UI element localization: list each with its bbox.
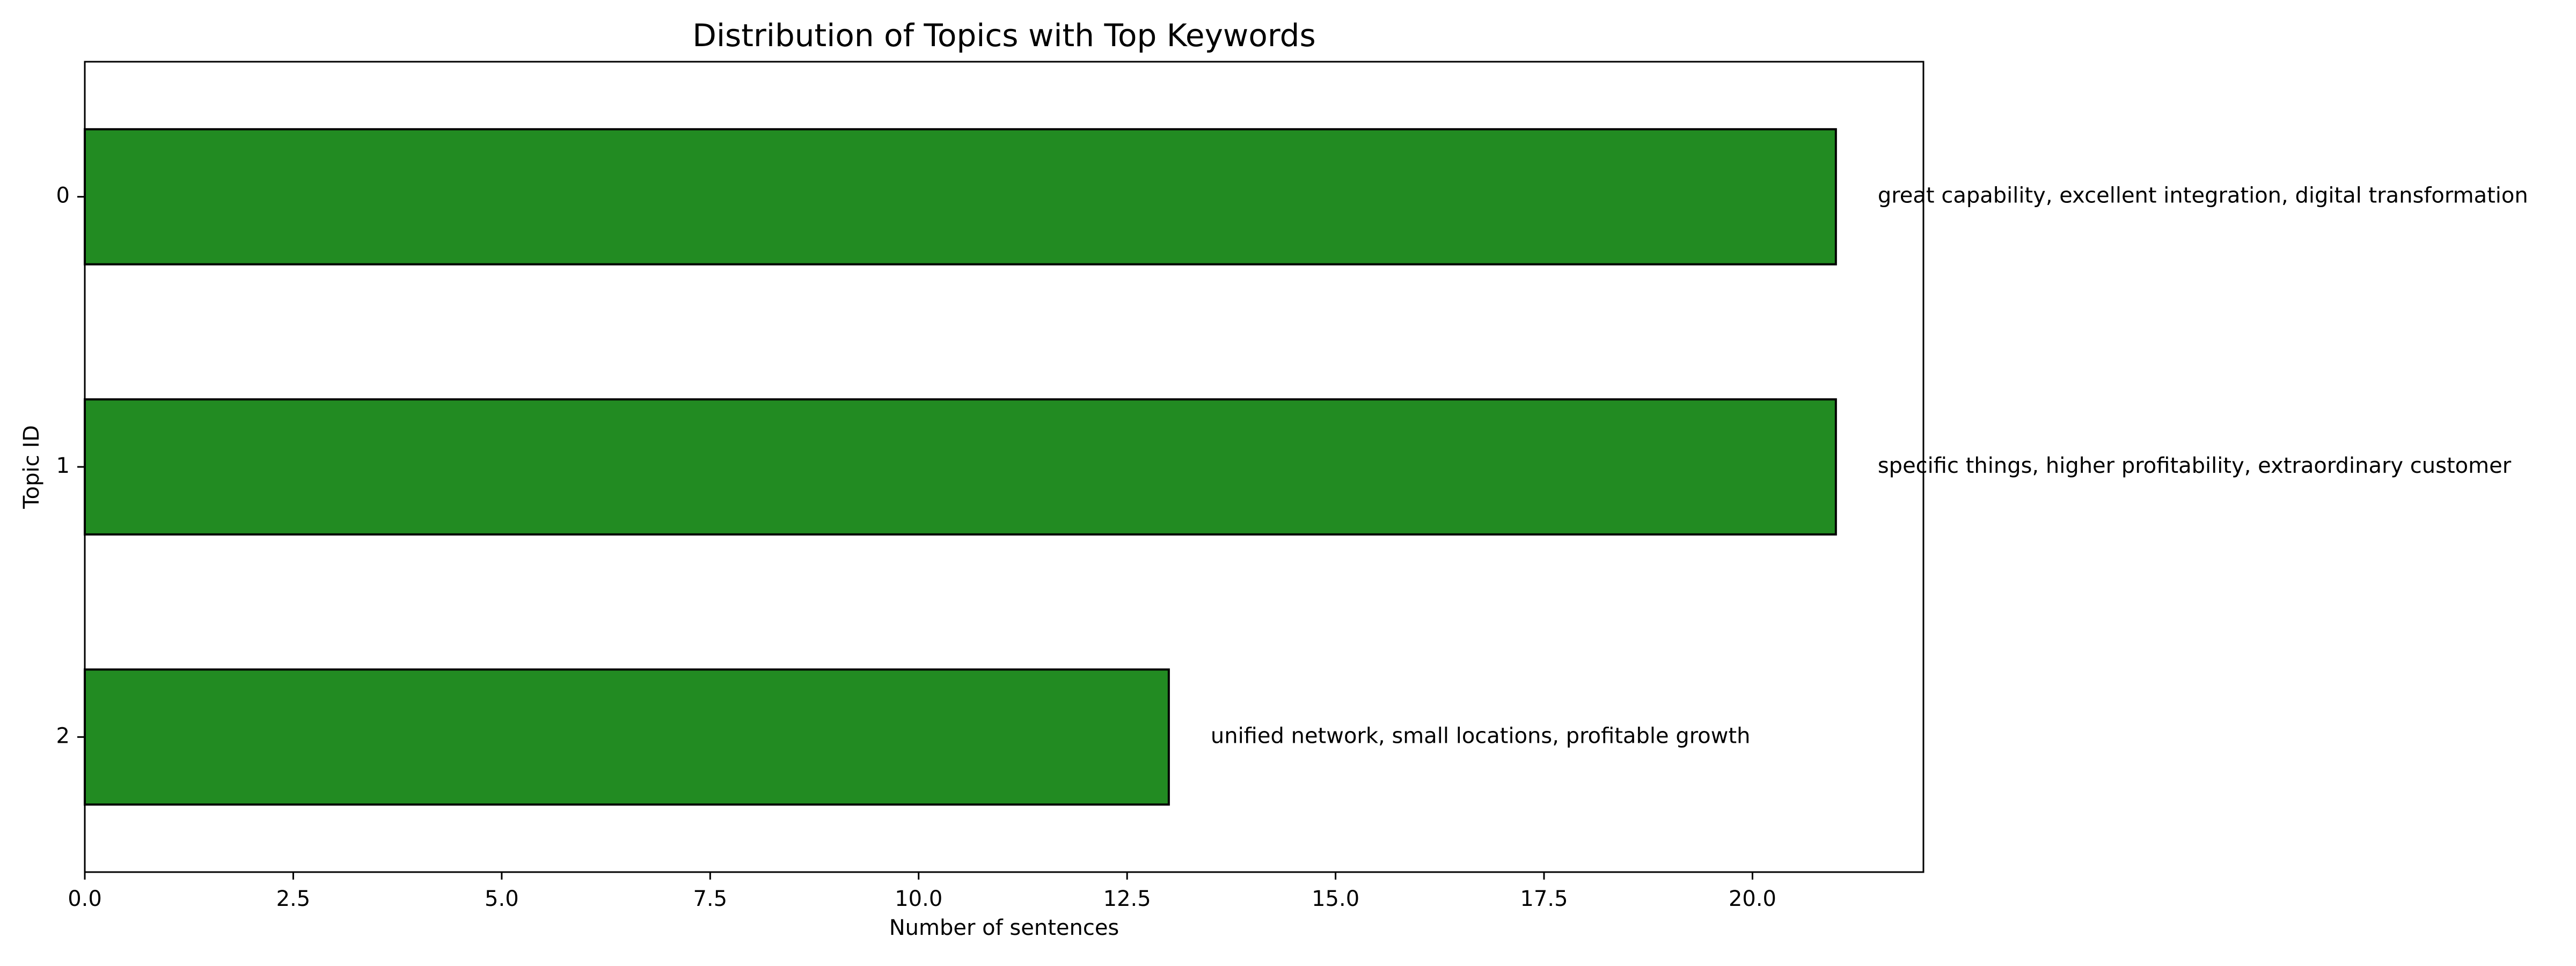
chart-title: Distribution of Topics with Top Keywords bbox=[692, 17, 1315, 54]
bar-topic-1 bbox=[84, 398, 1837, 536]
x-tick-label: 15.0 bbox=[1312, 887, 1359, 911]
bar-annotation: specific things, higher profitability, e… bbox=[1878, 453, 2512, 478]
bar-topic-2 bbox=[84, 668, 1170, 806]
x-tick-label: 7.5 bbox=[693, 887, 727, 911]
x-tick-label: 2.5 bbox=[276, 887, 311, 911]
bar-topic-0 bbox=[84, 128, 1837, 266]
bar-annotation: unified network, small locations, profit… bbox=[1211, 723, 1751, 748]
y-tick-label: 0 bbox=[56, 184, 70, 208]
y-axis-label: Topic ID bbox=[19, 425, 44, 509]
y-axis-ticks: 0 1 2 bbox=[56, 184, 85, 748]
x-tick-label: 10.0 bbox=[895, 887, 942, 911]
plot-frame bbox=[84, 61, 1924, 873]
x-tick-label: 5.0 bbox=[485, 887, 519, 911]
x-tick-label: 20.0 bbox=[1729, 887, 1776, 911]
x-tick-label: 12.5 bbox=[1103, 887, 1151, 911]
bars-group bbox=[84, 128, 1837, 806]
y-tick-label: 1 bbox=[56, 453, 70, 478]
x-tick-label: 0.0 bbox=[68, 887, 102, 911]
bar-annotation: great capability, excellent integration,… bbox=[1878, 184, 2528, 208]
x-axis-ticks: 0.0 2.5 5.0 7.5 10.0 12.5 15.0 17.5 20.0 bbox=[68, 872, 1776, 911]
x-axis-label: Number of sentences bbox=[889, 916, 1119, 940]
bar-annotations-group: great capability, excellent integration,… bbox=[1211, 184, 2528, 749]
y-tick-label: 2 bbox=[56, 723, 70, 748]
x-tick-label: 17.5 bbox=[1520, 887, 1568, 911]
